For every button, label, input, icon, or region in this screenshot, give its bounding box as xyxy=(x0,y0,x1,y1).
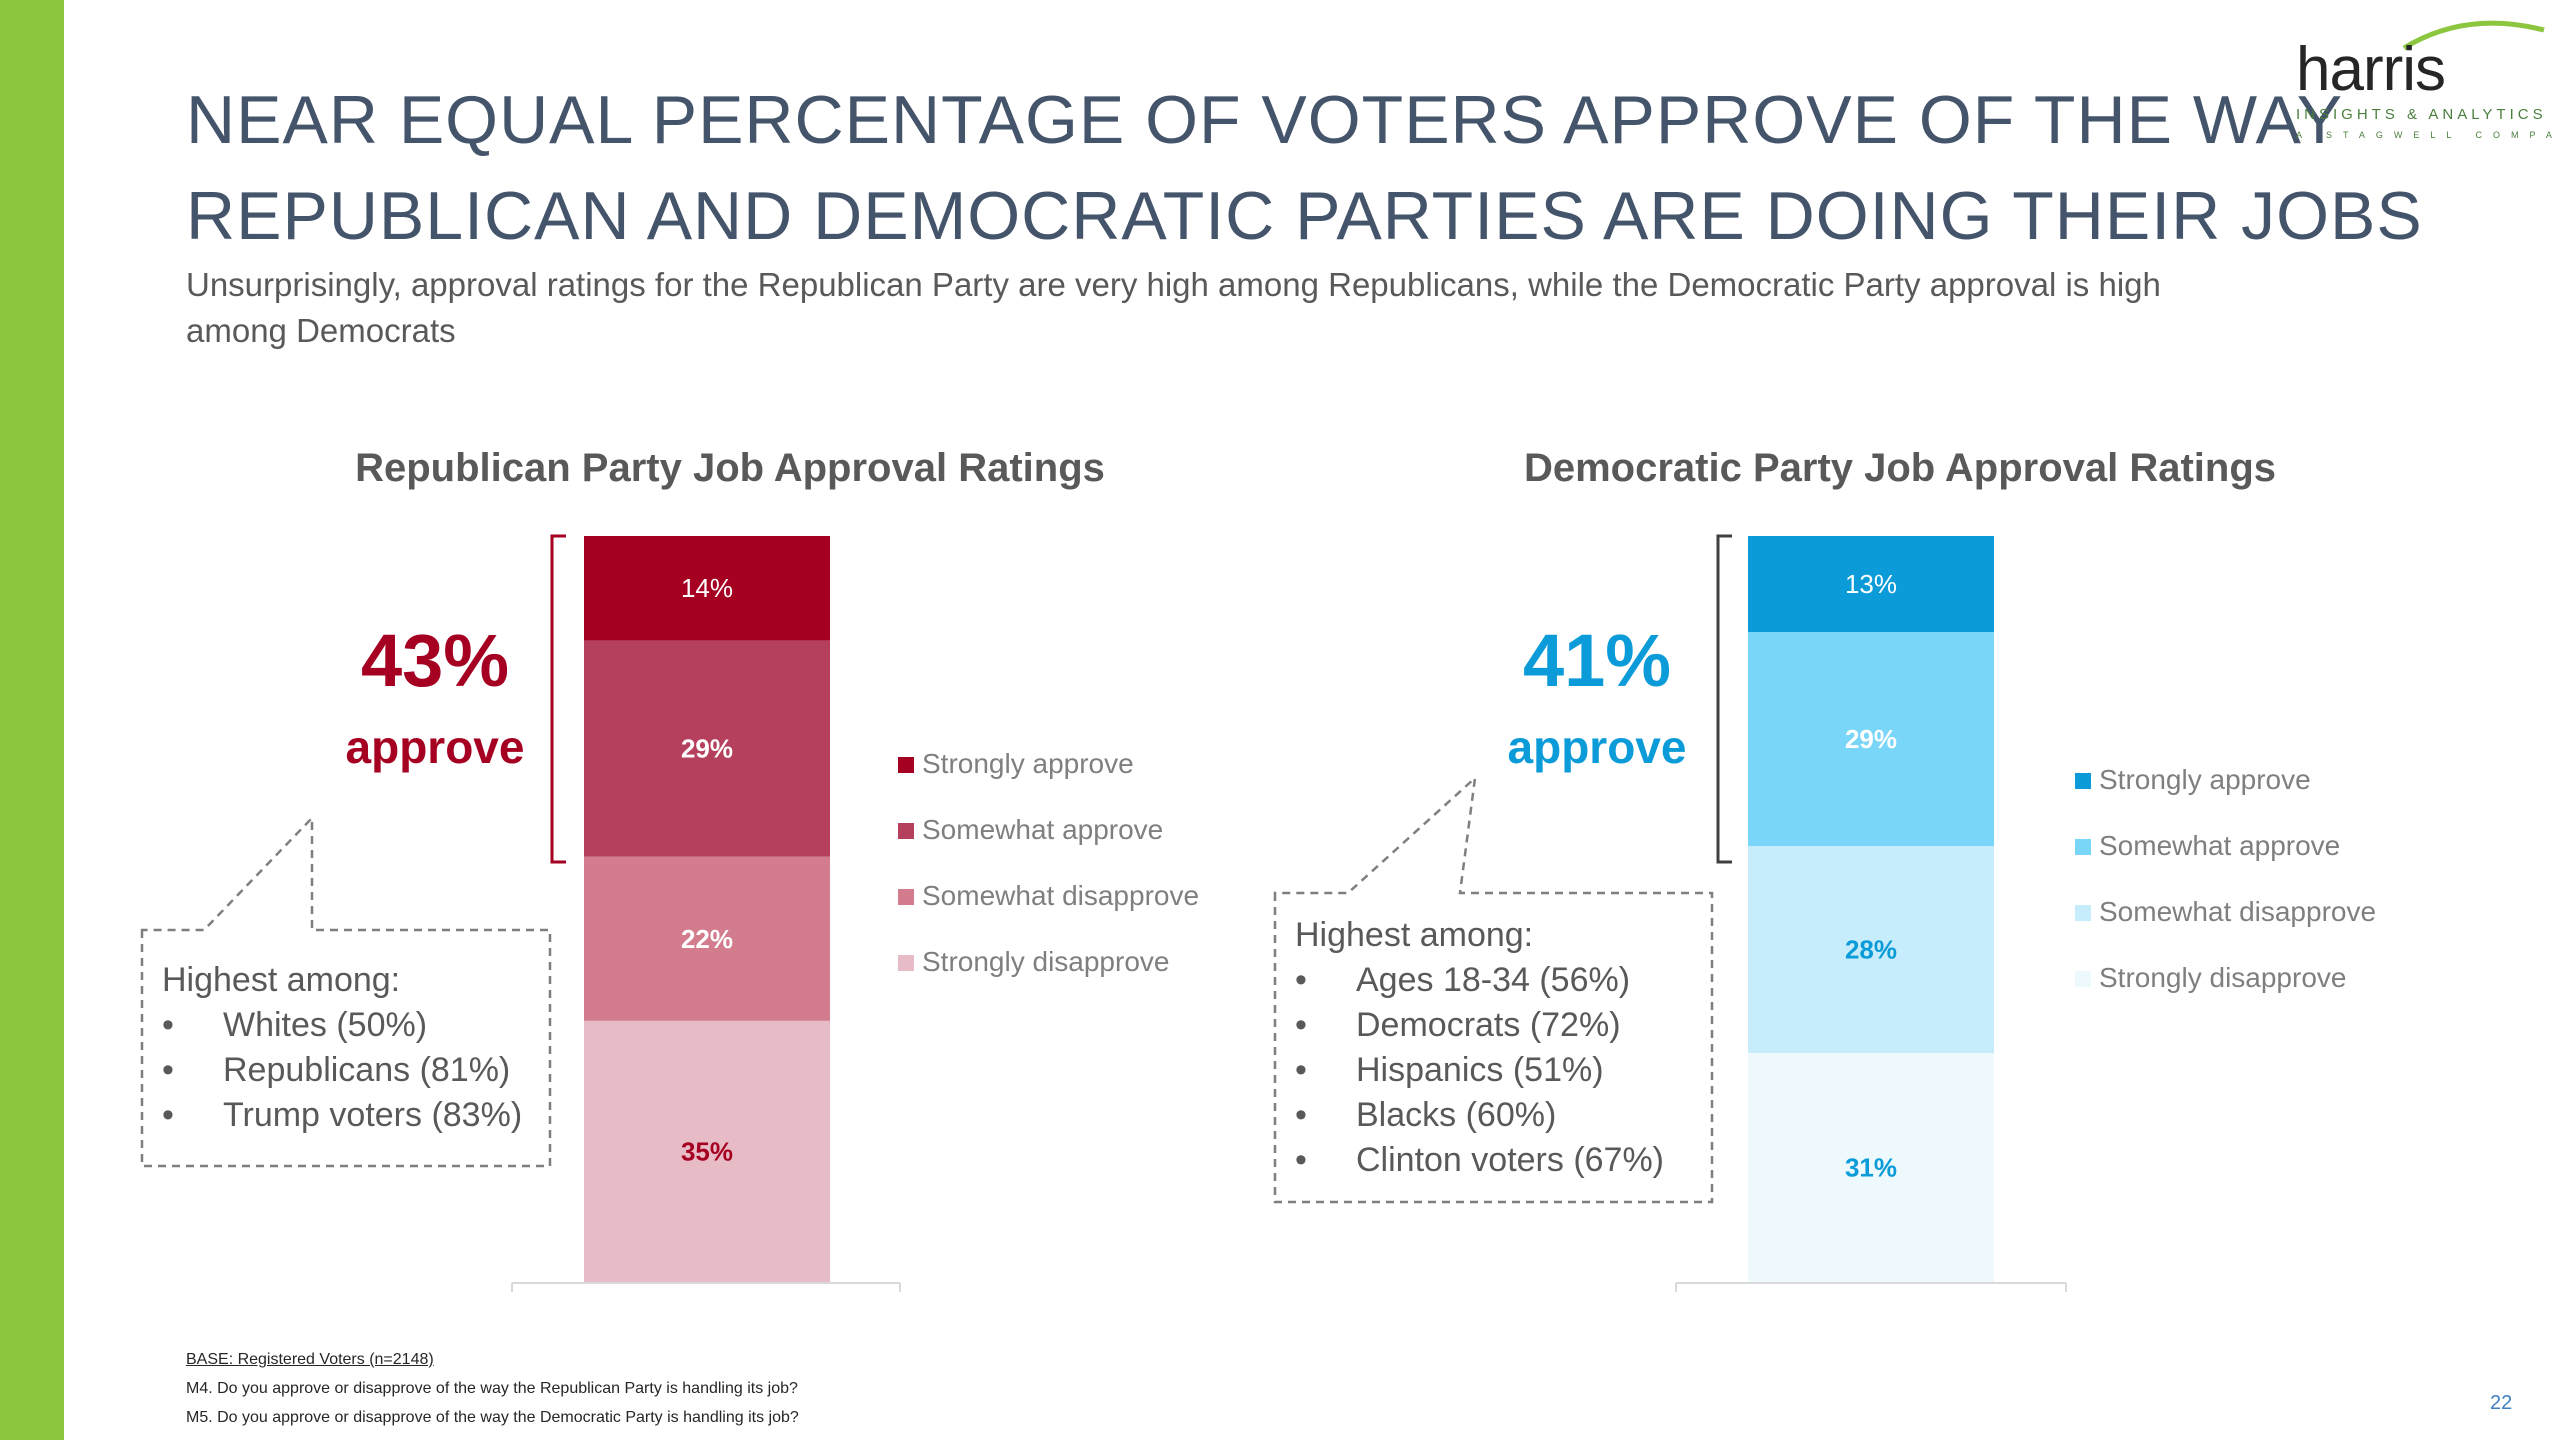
republican-chart-title: Republican Party Job Approval Ratings xyxy=(355,446,1105,490)
footer-question-2: M5. Do you approve or disapprove of the … xyxy=(186,1409,799,1426)
footer-question-1: M4. Do you approve or disapprove of the … xyxy=(186,1380,798,1397)
republican-legend-swatch-2 xyxy=(898,889,914,905)
republican-data-label-2: 22% xyxy=(681,924,733,954)
logo-tagline-2: A STAGWELL COMPANY xyxy=(2296,130,2560,140)
democratic-legend-swatch-3 xyxy=(2075,971,2091,987)
republican-callout: Highest among: Whites (50%) Republicans … xyxy=(162,958,522,1138)
republican-bar-3 xyxy=(584,1020,830,1282)
slide-footer: BASE: Registered Voters (n=2148) M4. Do … xyxy=(186,1345,799,1432)
accent-sidebar xyxy=(0,0,64,1440)
republican-callout-heading: Highest among: xyxy=(162,961,401,999)
list-item: Blacks (60%) xyxy=(1295,1093,1664,1138)
list-item: Whites (50%) xyxy=(162,1003,522,1048)
republican-approve-word: approve xyxy=(345,721,525,773)
list-item: Clinton voters (67%) xyxy=(1295,1138,1664,1183)
list-item: Republicans (81%) xyxy=(162,1048,522,1093)
democratic-approve-word: approve xyxy=(1507,721,1687,773)
democratic-legend-swatch-2 xyxy=(2075,905,2091,921)
democratic-bar-3 xyxy=(1748,1053,1994,1282)
logo-wordmark: harris xyxy=(2296,35,2446,104)
democratic-data-label-2: 28% xyxy=(1845,935,1897,965)
democratic-approve-percent: 41% xyxy=(1522,619,1672,702)
republican-data-label-3: 35% xyxy=(681,1136,733,1166)
harris-logo: harris INSIGHTS & ANALYTICS A STAGWELL C… xyxy=(2296,16,2560,146)
republican-data-label-0: 14% xyxy=(681,573,733,603)
republican-legend-label-1: Somewhat approve xyxy=(922,814,1163,845)
list-item: Trump voters (83%) xyxy=(162,1093,522,1138)
republican-bar-2 xyxy=(584,856,830,1021)
republican-legend-swatch-0 xyxy=(898,757,914,773)
list-item: Democrats (72%) xyxy=(1295,1003,1664,1048)
democratic-legend-label-2: Somewhat disapprove xyxy=(2099,896,2376,927)
logo-tagline: INSIGHTS & ANALYTICS xyxy=(2296,106,2547,123)
logo-swoosh-icon xyxy=(2402,20,2545,51)
republican-bar-1 xyxy=(584,640,830,857)
democratic-legend-swatch-0 xyxy=(2075,773,2091,789)
republican-data-label-1: 29% xyxy=(681,734,733,764)
republican-callout-box xyxy=(140,814,552,1168)
democratic-bar-2 xyxy=(1748,846,1994,1054)
democratic-callout-heading: Highest among: xyxy=(1295,916,1534,954)
republican-bar-0 xyxy=(584,536,830,641)
republican-legend-label-3: Strongly disapprove xyxy=(922,946,1169,977)
republican-approve-percent: 43% xyxy=(360,619,510,702)
democratic-data-label-0: 13% xyxy=(1845,569,1897,599)
slide-subtitle: Unsurprisingly, approval ratings for the… xyxy=(186,266,2161,349)
democratic-legend-label-1: Somewhat approve xyxy=(2099,830,2340,861)
slide-title-line2: REPUBLICAN AND DEMOCRATIC PARTIES ARE DO… xyxy=(186,178,2423,254)
democratic-data-label-3: 31% xyxy=(1845,1153,1897,1183)
republican-legend-swatch-3 xyxy=(898,955,914,971)
list-item: Hispanics (51%) xyxy=(1295,1048,1664,1093)
democratic-callout-box xyxy=(1273,774,1714,1204)
slide-title: NEAR EQUAL PERCENTAGE OF VOTERS APPROVE … xyxy=(186,72,2423,264)
footer-base: BASE: Registered Voters (n=2148) xyxy=(186,1351,434,1368)
democratic-callout: Highest among: Ages 18-34 (56%) Democrat… xyxy=(1295,913,1664,1183)
republican-legend-label-2: Somewhat disapprove xyxy=(922,880,1199,911)
democratic-legend-label-0: Strongly approve xyxy=(2099,764,2311,795)
page-number: 22 xyxy=(2490,1392,2513,1414)
republican-approve-bracket xyxy=(550,534,566,864)
democratic-approve-bracket xyxy=(1716,534,1732,864)
democratic-data-label-1: 29% xyxy=(1845,724,1897,754)
democratic-legend-label-3: Strongly disapprove xyxy=(2099,962,2346,993)
democratic-bar-1 xyxy=(1748,632,1994,847)
democratic-chart-title: Democratic Party Job Approval Ratings xyxy=(1523,446,2277,490)
republican-legend-swatch-1 xyxy=(898,823,914,839)
list-item: Ages 18-34 (56%) xyxy=(1295,958,1664,1003)
democratic-legend-swatch-1 xyxy=(2075,839,2091,855)
democratic-bar-0 xyxy=(1748,536,1994,633)
republican-legend-label-0: Strongly approve xyxy=(922,748,1134,779)
slide-title-line1: NEAR EQUAL PERCENTAGE OF VOTERS APPROVE … xyxy=(186,82,2344,158)
